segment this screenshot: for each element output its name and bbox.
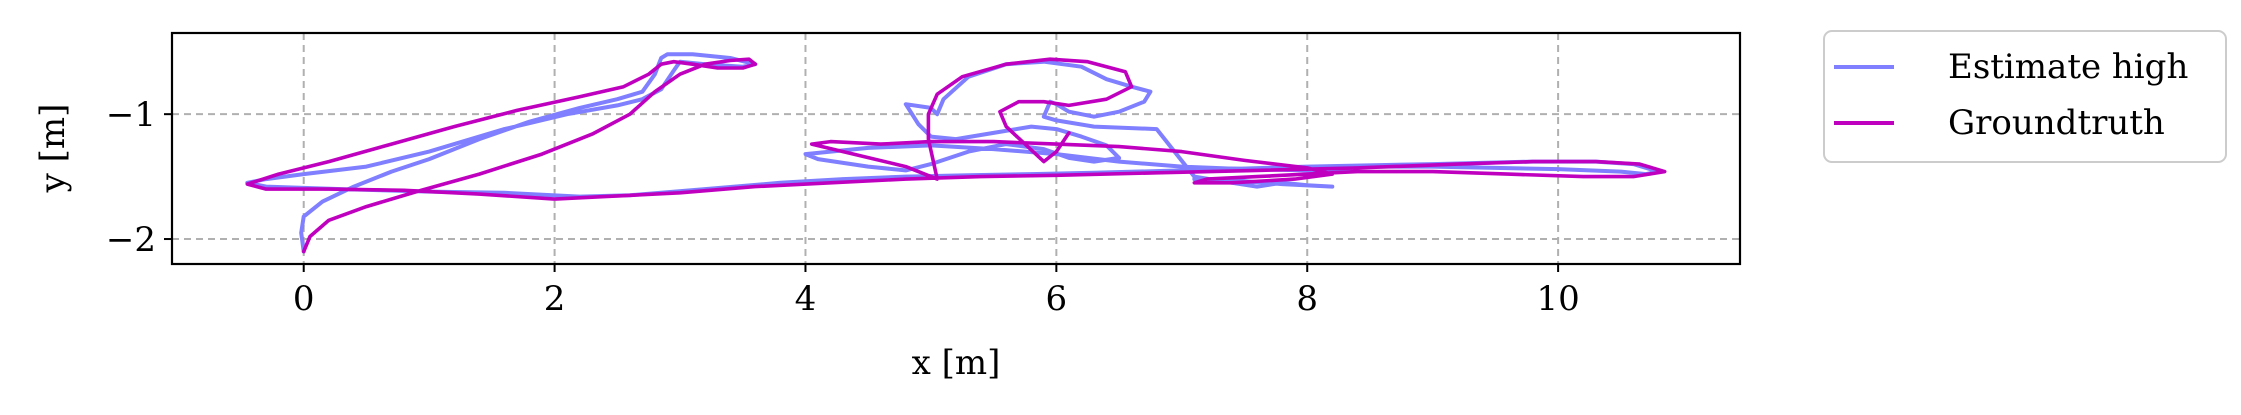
- series-layer: [245, 52, 1667, 254]
- plot-area-frame: [170, 31, 1742, 266]
- x-tick-label: 8: [1296, 279, 1318, 319]
- y-tick-label: −1: [106, 95, 156, 135]
- x-tick-label: 10: [1536, 279, 1579, 319]
- legend: Estimate high Groundtruth: [1823, 30, 2227, 163]
- series-line-groundtruth: [245, 57, 1667, 254]
- tick-layer: 0 2 4 6 8 10 −1 −2: [106, 95, 1580, 319]
- legend-label: Estimate high: [1948, 47, 2188, 87]
- legend-label: Groundtruth: [1948, 103, 2165, 143]
- grid-layer: [172, 33, 1740, 264]
- legend-entries: Estimate high Groundtruth: [1834, 47, 2188, 143]
- y-tick-label: −2: [106, 220, 156, 260]
- x-tick-label: 0: [293, 279, 315, 319]
- x-tick-label: 2: [544, 279, 566, 319]
- x-axis-label: x [m]: [912, 343, 1001, 383]
- y-axis-label: y [m]: [33, 104, 73, 194]
- x-tick-label: 4: [795, 279, 817, 319]
- legend-box: [1823, 30, 2227, 163]
- x-tick-label: 6: [1046, 279, 1068, 319]
